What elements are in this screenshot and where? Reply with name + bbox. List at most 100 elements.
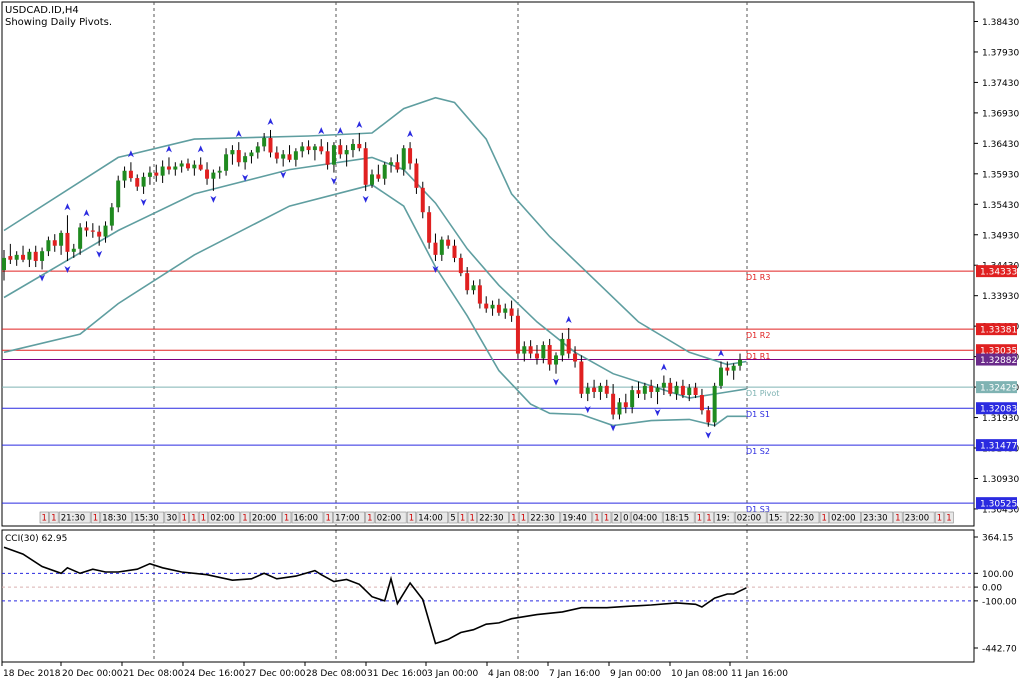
session-box [406,511,417,524]
session-label: 30 [166,514,177,524]
session-box [333,511,365,524]
candles [2,117,743,439]
session-label: 15:30 [134,514,159,524]
session-box [164,511,180,524]
x-tick-label: 28 Dec 08:00 [306,669,367,679]
candle-body [598,385,603,392]
fractal-down-arrow [242,174,249,182]
pivot-tag-label: 1.31477 [980,442,1017,452]
candle-body [344,150,349,155]
candle-body [243,156,248,163]
candle-body [611,393,616,415]
candle-body [408,148,413,164]
pivot-name: D1 R1 [746,352,770,361]
candle-body [604,385,609,394]
main-gridlines [153,2,748,662]
session-box [829,511,861,524]
candle-body [554,355,559,365]
pivot-name: D1 S1 [746,410,770,419]
session-box [611,511,621,524]
pivot-name: D1 S3 [746,505,770,514]
x-tick-label: 24 Dec 16:00 [184,669,245,679]
candle-body [122,170,127,181]
candle-body [128,170,133,179]
fractal-down-arrow [39,274,46,282]
session-label: 1 [93,514,98,524]
x-tick-label: 20 Dec 00:00 [62,669,123,679]
cci-tick-label: 100.00 [982,570,1014,580]
candle-body [573,353,578,362]
fractal-up-arrow [127,150,134,158]
fractal-up-arrow [197,145,204,153]
x-tick-label: 9 Jan 00:00 [610,669,662,679]
x-tick-label: 4 Jan 08:00 [488,669,540,679]
candle-body [522,346,527,354]
session-box [189,511,199,524]
candle-body [623,402,628,408]
y-tick-label: 1.30430 [982,505,1019,515]
candle-body [382,164,387,179]
candle-body [401,148,406,170]
candle-body [205,169,210,179]
candle-body [414,163,419,188]
session-label: 22:30 [530,514,555,524]
candle-body [224,154,229,171]
session-label: 18:30 [102,514,127,524]
session-label: 02:00 [377,514,402,524]
session-box [893,511,903,524]
pivot-tag-label: 1.33381 [980,326,1017,336]
y-tick-label: 1.38430 [982,18,1019,28]
session-label: 02:00 [210,514,235,524]
y-tick-label: 1.35430 [982,201,1019,211]
candle-body [14,254,19,260]
fractal-up-arrow [318,127,325,135]
y-tick-label: 1.33930 [982,292,1019,302]
pivot-name: D1 S2 [746,447,770,456]
pivot-tag-bg [976,353,1017,366]
session-box [787,511,820,524]
candle-body [452,245,457,258]
session-box [509,511,519,524]
candle-body [90,230,95,232]
x-tick-label: 11 Jan 16:00 [731,669,788,679]
candle-body [636,390,641,394]
candle-body [433,242,438,255]
cci-panel: CCI(30) 62.95 364.15 100.00 0.00 -100.00 -442… [2,534,1017,655]
x-tick-label: 27 Dec 00:00 [245,669,306,679]
y-tick-label: 1.37930 [982,48,1019,58]
session-label: 02:00 [831,514,856,524]
x-tick-label: 10 Jan 08:00 [671,669,728,679]
candle-body [731,365,736,371]
session-label: 1 [367,514,372,524]
candle-body [528,346,533,354]
x-axis: 18 Dec 2018 20 Dec 00:00 21 Dec 08:00 24 De… [1,662,788,679]
session-label: 16:00 [294,514,319,524]
candle-body [255,146,260,153]
candle-body [268,137,273,153]
session-box [458,511,468,524]
fractal-up-arrow [83,209,90,217]
session-label: 1 [182,514,187,524]
session-box [323,511,333,524]
session-label: 23:00 [905,514,930,524]
fractal-down-arrow [705,431,712,439]
session-label: 1 [284,514,289,524]
candle-body [192,164,197,169]
fractal-down-arrow [610,424,617,432]
pivot-tag-bg [976,265,1017,278]
candle-body [357,143,362,149]
candle-body [65,232,70,252]
session-label: 1 [822,514,827,524]
candle-body [395,162,400,170]
candle-body [541,345,546,359]
session-box [560,511,593,524]
session-label: 17:00 [335,514,360,524]
fractal-down-arrow [280,171,287,179]
session-label: 1 [895,514,900,524]
session-label: 1 [242,514,247,524]
pivot-tag-label: 1.30525 [980,500,1017,510]
session-box [467,511,477,524]
fractal-down-arrow [432,265,439,273]
candle-body [566,338,571,354]
